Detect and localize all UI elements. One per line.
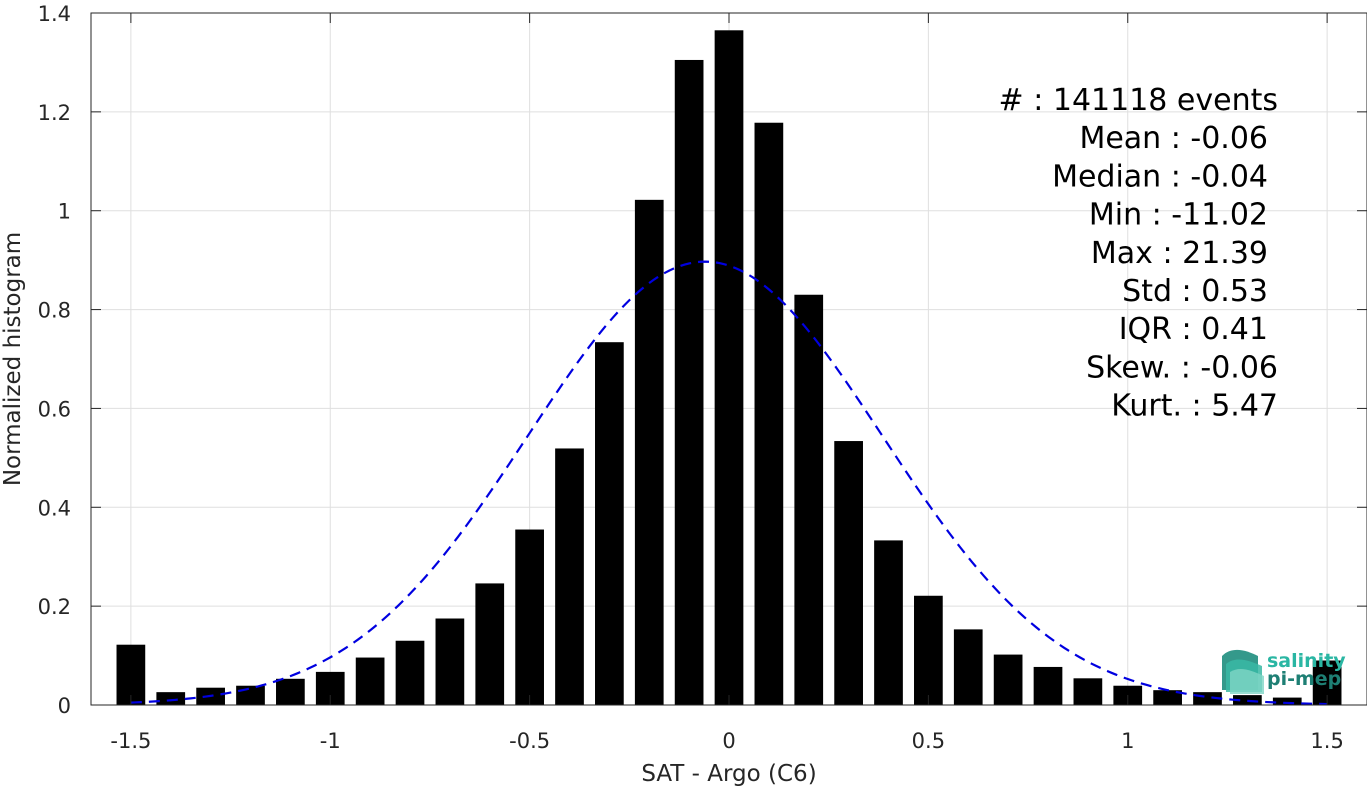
salinity-pimep-logo: salinity pi-mep bbox=[1222, 649, 1346, 694]
histogram-bar bbox=[116, 644, 146, 705]
histogram-bar bbox=[475, 583, 505, 705]
histogram-bar bbox=[515, 529, 544, 705]
x-tick-label: -1 bbox=[320, 729, 341, 753]
y-tick-labels: 0 0.2 0.4 0.6 0.8 1 1.2 1.4 bbox=[38, 2, 71, 718]
y-tick-label: 0.6 bbox=[38, 397, 71, 421]
stats-line: Median : -0.04 bbox=[1052, 159, 1268, 194]
stats-line: Std : 0.53 bbox=[1122, 274, 1268, 309]
x-tick-label: 1.5 bbox=[1310, 729, 1343, 753]
histogram-bar bbox=[236, 685, 265, 705]
stats-line: Max : 21.39 bbox=[1091, 236, 1268, 271]
stats-line: Mean : -0.06 bbox=[1079, 121, 1268, 156]
fit-curve bbox=[130, 260, 1328, 706]
x-tick-label: -0.5 bbox=[509, 729, 550, 753]
x-tick-labels: -1.5 -1 -0.5 0 0.5 1 1.5 bbox=[110, 729, 1343, 753]
stats-line: # : 141118 events bbox=[999, 83, 1278, 118]
y-tick-label: 1.4 bbox=[38, 2, 71, 26]
histogram-bar bbox=[435, 618, 465, 705]
histogram-bar bbox=[1272, 697, 1302, 705]
stats-line: Min : -11.02 bbox=[1089, 198, 1268, 233]
histogram-bar bbox=[156, 692, 186, 705]
histogram-bar bbox=[834, 441, 863, 705]
x-axis-label: SAT - Argo (C6) bbox=[641, 761, 816, 787]
y-axis-label: Normalized histogram bbox=[0, 232, 26, 486]
y-tick-label: 1.2 bbox=[38, 101, 71, 125]
histogram-bar bbox=[953, 629, 983, 705]
x-tick-label: -1.5 bbox=[110, 729, 151, 753]
axis-ticks bbox=[91, 12, 1367, 706]
y-tick-label: 0 bbox=[58, 694, 71, 718]
x-tick-label: 1 bbox=[1121, 729, 1134, 753]
stats-line: Kurt. : 5.47 bbox=[1111, 389, 1278, 424]
histogram-bar bbox=[1073, 678, 1103, 705]
stats-line: IQR : 0.41 bbox=[1119, 312, 1268, 347]
histogram-bar bbox=[355, 657, 385, 705]
histogram-bar bbox=[874, 540, 903, 705]
wave-logo-icon bbox=[1222, 649, 1264, 694]
y-tick-label: 1 bbox=[58, 200, 71, 224]
y-tick-label: 0.4 bbox=[38, 496, 71, 520]
histogram-bar bbox=[555, 448, 584, 705]
stats-line: Skew. : -0.06 bbox=[1086, 350, 1278, 385]
histogram-bar bbox=[714, 30, 744, 706]
logo-text-salinity: salinity bbox=[1267, 650, 1346, 672]
histogram-bar bbox=[993, 654, 1023, 705]
histogram-bar bbox=[794, 294, 824, 705]
histogram-bar bbox=[754, 122, 784, 705]
logo-text-pimep: pi-mep bbox=[1267, 668, 1341, 690]
histogram-bar bbox=[276, 678, 305, 705]
y-tick-label: 0.2 bbox=[38, 595, 71, 619]
histogram-bar bbox=[595, 342, 624, 705]
histogram-bar bbox=[395, 640, 425, 705]
histogram-bar bbox=[1033, 666, 1063, 705]
histogram-bar bbox=[914, 595, 943, 705]
histogram-bar bbox=[674, 59, 704, 705]
y-tick-label: 0.8 bbox=[38, 299, 71, 323]
x-tick-label: 0 bbox=[722, 729, 735, 753]
x-tick-label: 0.5 bbox=[912, 729, 945, 753]
histogram-bar bbox=[1153, 690, 1182, 705]
histogram-bar bbox=[634, 199, 664, 705]
